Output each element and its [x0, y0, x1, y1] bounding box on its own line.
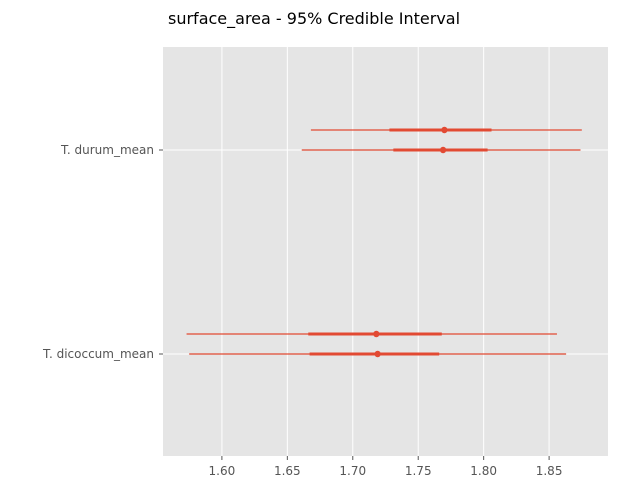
x-tick-label: 1.80 [470, 464, 497, 478]
x-tick-label: 1.60 [209, 464, 236, 478]
x-tick-label: 1.70 [339, 464, 366, 478]
x-tick-label: 1.75 [405, 464, 432, 478]
mean-point [441, 126, 448, 134]
plot-area [163, 47, 608, 456]
mean-point [374, 350, 381, 358]
x-axis: 1.60 1.65 1.70 1.75 1.80 1.85 [209, 456, 563, 478]
mean-point [373, 330, 380, 338]
x-tick-label: 1.65 [274, 464, 301, 478]
interval-marks [186, 126, 582, 358]
chart-title: surface_area - 95% Credible Interval [168, 9, 460, 29]
y-tick-label: T. durum_mean [60, 143, 154, 157]
x-tick-label: 1.85 [536, 464, 563, 478]
mean-point [439, 146, 447, 154]
y-axis: T. durum_mean T. dicoccum_mean [42, 143, 163, 361]
y-tick-label: T. dicoccum_mean [42, 347, 154, 361]
